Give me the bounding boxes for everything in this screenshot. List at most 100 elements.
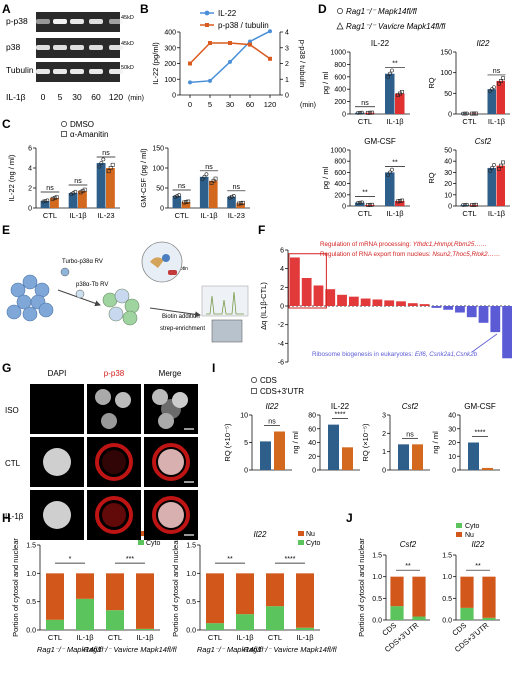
b-point-il22 [188,80,192,85]
D3-ylabel: pg / ml [321,166,330,189]
f-bar [290,257,300,306]
f-annot-ribosome-plain: Ribosome biogenesis in eukaryotes: [312,351,415,358]
D3-dot [386,173,390,177]
f-annot-arrow [471,333,498,353]
H2-ylabel: Portion of cytosol and nuclear [171,538,180,637]
j1-tick-label: 0.0 [442,618,452,625]
C1-xtick-label: IL-1β [69,211,87,220]
f-bar [478,306,489,323]
cell-icon [22,274,38,290]
H2-bar-nu [266,573,284,607]
f-bar [384,300,395,306]
D2-dot [465,111,469,116]
D4-bar [496,165,505,206]
micro-tile [30,384,84,434]
C2-dot [213,176,218,181]
i0-bar [260,441,271,470]
j0-tick-label: 1.5 [372,553,382,560]
C1-dot [110,162,115,167]
j1-bar-nu [482,576,496,618]
j1-bar-cyto [460,607,474,620]
C2-tick-label: 0 [160,206,164,213]
f-bar [301,278,312,306]
f-tick-label: 4 [280,266,284,273]
micro-nucleus [43,501,71,529]
D2-title: Il22 [477,39,490,48]
i1-tick-label: 20 [308,454,316,461]
D4-tick-label: 20 [444,181,452,188]
b-xtick-label: 0 [188,100,192,109]
virus-p38tb-icon [75,289,85,299]
D2-dot [497,81,501,86]
C1-dot [97,164,102,169]
j0-tick-label: 0.0 [372,618,382,625]
D2-dot [463,111,467,116]
i-legend-cds-label: CDS [260,376,277,385]
D3-dot [390,167,394,172]
row-label-il1b: IL-1β [5,512,24,521]
C1-dot [71,191,76,195]
panel-letter-d: D [318,2,327,16]
panel-letter-b: B [140,2,149,16]
b-right-tick-label: 1 [285,77,289,84]
H1-bar-nu [46,573,64,620]
D3-bar [385,172,395,206]
b-left-ylabel: IL-22 (pg/ml) [151,42,160,85]
band-tubulin [109,69,123,74]
cell-icon [122,310,138,326]
D3-title: GM-CSF [364,137,396,146]
b-right-tick-label: 4 [285,30,289,37]
C2-tick-label: 50 [156,186,164,193]
b-point-pp38 [228,41,232,46]
D3-tick-label: 400 [334,181,346,188]
H2-bar-cyto [236,614,254,630]
D3-tick-label: 600 [334,170,346,177]
micro-nucleus [152,389,168,405]
H1-xtick-label: IL-1β [136,633,154,642]
band-p38 [53,45,67,50]
c-legend-amanitin-label: α-Amanitin [70,130,108,139]
micro-nucleus [158,413,174,429]
D2-xtick-label: CTL [462,117,476,126]
j-legend-nu-swatch [456,532,462,537]
D4-dot [474,202,478,207]
b-left-tick-label: 200 [164,61,176,68]
f-bar [443,306,454,310]
row-label-iso: ISO [5,406,19,415]
C1-dot [54,195,59,200]
D1-sig-label: ** [392,61,398,68]
D1-tick-label: 400 [334,87,346,94]
C1-tick-label: 6 [28,146,32,153]
D1-tick-label: 200 [334,99,346,106]
H2-legend-nu-swatch [298,531,304,536]
f-annot-ribosome-genes: Eif6, Csnk2a1,Csnk2b [415,351,478,358]
D4-tick-label: 10 [444,192,452,199]
i-legend-utr-label: CDS+3'UTR [260,387,304,396]
H1-sig-label: * [69,556,72,563]
H1-bar-cyto [106,610,124,630]
i1-tick-label: 80 [308,413,316,420]
i-legend-cds-marker [251,377,257,383]
d-legend-wt-marker [337,8,343,14]
C1-dot [106,169,111,174]
C2-dot [173,195,178,199]
row-label-ctl: CTL [5,459,21,468]
D2-ylabel: RQ [427,77,436,88]
j1-tick-label: 0.5 [442,596,452,603]
b-right-tick-label: 3 [285,45,289,52]
D3-sig-label: ** [392,159,398,166]
D4-dot [461,203,465,207]
j0-bar-nu [390,576,404,607]
f-annot-export-plain: Regulation of RNA export from nucleus: [320,251,432,258]
i2-tick-label: 2 [382,431,386,438]
b-legend-il22-marker [204,10,210,16]
d-legend-ko-marker [336,22,344,30]
D1-tick-label: 0 [342,112,346,119]
f-annot-ribosome: Ribosome biogenesis in eukaryotes: Eif6,… [312,351,478,358]
D3-xtick-label: CTL [358,209,372,218]
D2-xtick-label: IL-1β [488,117,506,126]
f-bar [372,299,383,306]
H1-bar-cyto [76,598,94,630]
j1-bar-cyto [482,617,496,620]
